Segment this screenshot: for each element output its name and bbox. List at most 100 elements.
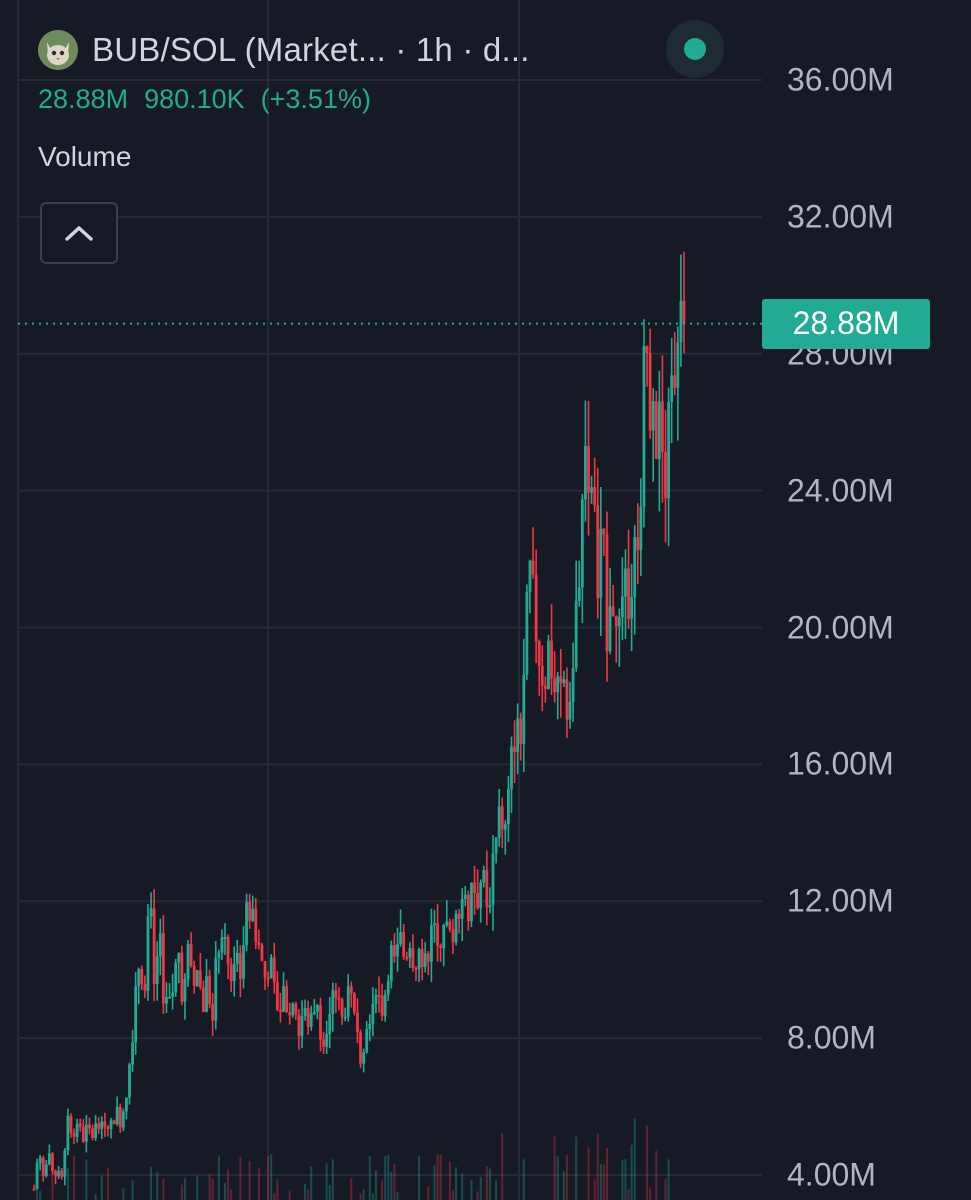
collapse-legend-button[interactable]	[40, 202, 118, 264]
candle-body	[396, 944, 399, 957]
candle-body	[516, 718, 520, 752]
candle-body	[54, 1170, 57, 1177]
volume-bar	[73, 1155, 76, 1200]
candle-body	[676, 342, 680, 388]
candle-body	[266, 977, 270, 980]
candle-body	[297, 1014, 301, 1037]
volume-bar	[495, 1180, 498, 1200]
volume-bar	[223, 1182, 226, 1200]
y-tick-label: 8.00M	[787, 1019, 876, 1056]
candle-body	[106, 1126, 110, 1129]
candle-body	[257, 942, 261, 945]
candle-body	[220, 937, 224, 953]
candle-body	[125, 1097, 128, 1112]
candle-body	[408, 948, 412, 958]
candle-body	[534, 574, 538, 642]
candle-body	[565, 679, 569, 720]
volume-bar	[328, 1184, 331, 1200]
candle-body	[651, 401, 655, 431]
candle-body	[682, 300, 686, 324]
candle-body	[479, 882, 483, 908]
candle-body	[630, 597, 634, 619]
candle-body	[553, 678, 557, 693]
candle-body	[32, 1188, 36, 1191]
volume-bar	[602, 1164, 605, 1200]
candle-body	[451, 929, 455, 943]
volume-bar	[655, 1150, 658, 1200]
volume-bar	[106, 1167, 109, 1200]
volume-bar	[390, 1171, 393, 1200]
candle-body	[192, 965, 196, 986]
last-price-tag: 28.88M	[762, 298, 930, 349]
volume-bar	[66, 1167, 69, 1200]
candle-body	[423, 953, 427, 968]
candle-body	[143, 984, 147, 991]
volume-bar	[624, 1158, 627, 1200]
candle-body	[149, 908, 153, 917]
volume-bar	[556, 1156, 559, 1200]
candle-body	[599, 528, 603, 599]
volume-bar	[522, 1159, 525, 1200]
candle-body	[251, 908, 255, 921]
candle-body	[510, 746, 513, 789]
volume-bar	[150, 1166, 153, 1200]
volume-bar	[288, 1190, 291, 1200]
volume-bar	[393, 1163, 396, 1200]
candle-body	[248, 902, 252, 921]
candle-body	[94, 1123, 98, 1139]
volume-bar	[451, 1190, 454, 1200]
candle-body	[121, 1111, 125, 1128]
candle-body	[337, 997, 341, 1000]
candle-body	[269, 957, 273, 979]
candle-body	[331, 990, 335, 1015]
candle-body	[445, 921, 449, 925]
symbol-title[interactable]: BUB/SOL (Market... · 1h · d...	[92, 31, 530, 68]
candle-body	[543, 685, 547, 689]
ohlc-values: 28.88M 980.10K (+3.51%)	[38, 84, 530, 115]
volume-bar	[350, 1178, 353, 1200]
candle-body	[664, 451, 667, 499]
candle-body	[667, 402, 670, 499]
y-tick-label: 4.00M	[787, 1156, 876, 1193]
candle-body	[152, 908, 156, 984]
volume-bar	[488, 1168, 491, 1200]
candle-body	[602, 528, 606, 535]
candle-body	[513, 746, 516, 752]
market-status-indicator[interactable]	[666, 20, 724, 78]
volume-bar	[371, 1193, 374, 1200]
volume-bar	[605, 1147, 608, 1200]
candle-body	[436, 923, 439, 946]
candle-body	[620, 596, 624, 618]
candle-body	[38, 1157, 42, 1164]
volume-bar	[448, 1161, 451, 1200]
candle-body	[371, 1003, 375, 1024]
candle-body	[587, 446, 590, 493]
candle-body	[97, 1123, 101, 1130]
candle-body	[654, 401, 658, 459]
candle-body	[611, 606, 615, 617]
candle-body	[442, 924, 446, 949]
candle-body	[636, 537, 640, 551]
candle-body	[417, 949, 421, 969]
volume-bar	[633, 1118, 636, 1200]
candle-body	[306, 1008, 310, 1027]
volume-bar	[230, 1189, 233, 1200]
y-tick-label: 36.00M	[787, 61, 894, 98]
candle-body	[69, 1115, 73, 1133]
candle-body	[48, 1153, 51, 1165]
candle-body	[356, 1012, 359, 1033]
candle-body	[429, 925, 433, 962]
candle-body	[282, 986, 285, 1012]
candle-body	[473, 882, 476, 893]
volume-indicator-label[interactable]: Volume	[38, 141, 132, 172]
token-avatar	[38, 30, 78, 70]
candle-body	[639, 506, 643, 551]
chart-legend: BUB/SOL (Market... · 1h · d... 28.88M 98…	[38, 20, 724, 173]
volume-bar	[381, 1180, 384, 1200]
candle-body	[51, 1153, 54, 1171]
volume-bar	[562, 1171, 565, 1200]
candle-body	[559, 676, 563, 684]
candle-body	[140, 969, 144, 985]
candle-body	[41, 1157, 45, 1176]
